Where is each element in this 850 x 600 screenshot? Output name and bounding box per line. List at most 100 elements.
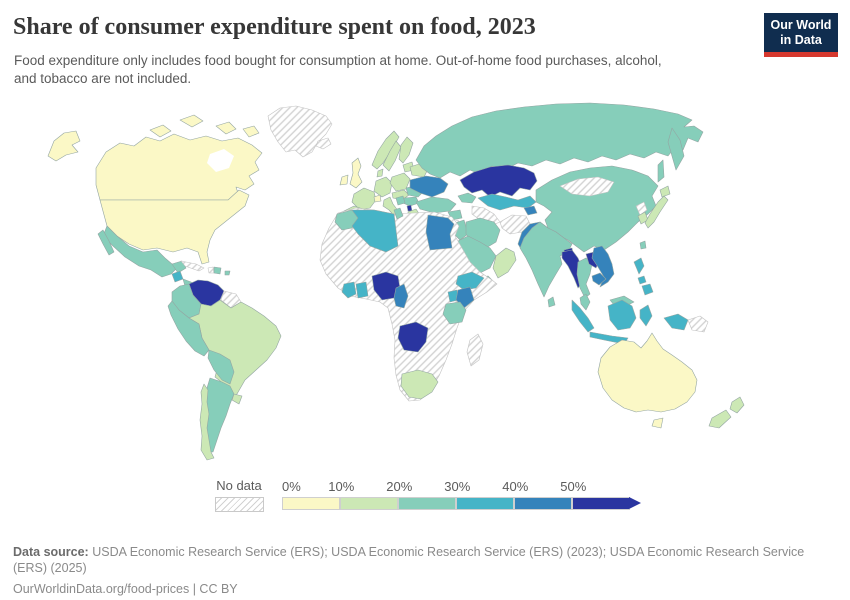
country-tajikistan[interactable] xyxy=(523,205,538,216)
country-indonesia-papua[interactable] xyxy=(663,313,689,331)
country-austria-hungary[interactable] xyxy=(391,189,410,201)
owid-logo-line2: in Data xyxy=(780,33,822,47)
legend-tick-50: 50% xyxy=(560,479,587,494)
country-norway[interactable] xyxy=(371,130,400,170)
country-russia-sakhalin[interactable] xyxy=(657,159,665,183)
legend-no-data-swatch[interactable] xyxy=(215,497,264,512)
country-philippines-visayas[interactable] xyxy=(637,275,647,285)
country-india[interactable] xyxy=(519,221,573,298)
country-indonesia-sulawesi[interactable] xyxy=(639,304,653,327)
owid-logo[interactable]: Our World in Data xyxy=(764,13,838,57)
country-algeria[interactable] xyxy=(351,209,399,253)
country-new-zealand-north[interactable] xyxy=(729,396,745,414)
country-egypt[interactable] xyxy=(425,214,455,251)
country-australia-tasmania[interactable] xyxy=(651,417,664,429)
country-cote-divoire[interactable] xyxy=(341,281,357,299)
legend-segment[interactable] xyxy=(340,497,398,510)
country-france[interactable] xyxy=(351,187,377,211)
country-balkans-west[interactable] xyxy=(395,195,406,206)
country-north-korea[interactable] xyxy=(635,201,648,216)
country-iceland[interactable] xyxy=(315,137,332,150)
country-denmark[interactable] xyxy=(376,168,384,178)
world-map xyxy=(47,102,745,461)
country-mongolia[interactable] xyxy=(559,176,615,197)
country-oman-uae[interactable] xyxy=(492,247,517,279)
region-africa-nodata[interactable] xyxy=(319,207,498,402)
country-papua-new-guinea[interactable] xyxy=(687,315,709,333)
country-canada[interactable] xyxy=(95,133,263,201)
country-puerto-rico[interactable] xyxy=(224,270,231,276)
country-sri-lanka[interactable] xyxy=(547,296,556,308)
country-finland[interactable] xyxy=(398,136,414,164)
country-malaysia[interactable] xyxy=(579,293,591,311)
legend-tick-40: 40% xyxy=(502,479,529,494)
country-cameroon[interactable] xyxy=(393,283,409,309)
legend-segment[interactable] xyxy=(398,497,456,510)
country-philippines-luzon[interactable] xyxy=(633,257,645,275)
country-peru[interactable] xyxy=(167,300,210,357)
country-indonesia-sumatra[interactable] xyxy=(571,299,595,333)
country-united-kingdom[interactable] xyxy=(349,157,363,189)
country-germany[interactable] xyxy=(373,176,393,198)
country-caucasus[interactable] xyxy=(457,192,477,204)
country-canada-island[interactable] xyxy=(179,114,204,128)
country-ukraine[interactable] xyxy=(409,175,449,198)
country-vietnam[interactable] xyxy=(591,245,615,288)
hudson-bay xyxy=(207,149,234,172)
country-ethiopia[interactable] xyxy=(455,271,485,291)
country-switzerland[interactable] xyxy=(373,194,382,203)
country-tanzania[interactable] xyxy=(442,301,467,325)
legend-segment[interactable] xyxy=(456,497,514,510)
country-australia[interactable] xyxy=(597,332,698,413)
country-united-states[interactable] xyxy=(99,189,250,265)
country-cuba[interactable] xyxy=(180,260,205,272)
country-dominican-republic[interactable] xyxy=(213,266,222,275)
country-canada-island[interactable] xyxy=(215,121,237,135)
country-russia-kamchatka[interactable] xyxy=(667,127,685,171)
subtitle-line-2: and tobacco are not included. xyxy=(14,71,192,86)
country-mexico-yucatan[interactable] xyxy=(171,260,187,274)
data-source-note: Data source: USDA Economic Research Serv… xyxy=(13,544,837,577)
country-chile[interactable] xyxy=(199,383,215,461)
country-new-zealand-south[interactable] xyxy=(708,409,732,429)
legend-segment[interactable] xyxy=(282,497,340,510)
country-taiwan[interactable] xyxy=(639,240,647,250)
country-tunisia[interactable] xyxy=(393,207,404,220)
legend-segment[interactable] xyxy=(572,497,630,510)
data-source-text: USDA Economic Research Service (ERS); US… xyxy=(13,544,805,576)
country-haiti[interactable] xyxy=(207,266,215,274)
country-canada-island[interactable] xyxy=(242,125,260,138)
country-turkey[interactable] xyxy=(415,196,457,214)
country-cambodia[interactable] xyxy=(591,272,607,286)
legend-tick-0: 0% xyxy=(282,479,301,494)
legend-tick-20: 20% xyxy=(386,479,413,494)
page-title: Share of consumer expenditure spent on f… xyxy=(13,14,536,40)
license-link[interactable]: OurWorldinData.org/food-prices | CC BY xyxy=(13,581,238,596)
country-greenland[interactable] xyxy=(267,105,333,158)
country-united-states-alaska[interactable] xyxy=(47,130,81,162)
country-guatemala[interactable] xyxy=(171,270,184,283)
legend-segment[interactable] xyxy=(514,497,572,510)
country-ireland[interactable] xyxy=(339,174,349,186)
country-madagascar[interactable] xyxy=(466,333,484,367)
legend-tick-30: 30% xyxy=(444,479,471,494)
owid-logo-line1: Our World xyxy=(770,18,832,32)
country-canada-island[interactable] xyxy=(149,124,172,138)
country-japan-hokkaido[interactable] xyxy=(659,185,671,198)
country-south-africa[interactable] xyxy=(400,369,439,400)
country-mexico-baja[interactable] xyxy=(97,229,115,256)
country-philippines-mindanao[interactable] xyxy=(641,283,654,296)
country-uruguay[interactable] xyxy=(231,393,243,405)
country-albania[interactable] xyxy=(406,204,413,212)
legend-color-bar xyxy=(282,497,641,512)
country-japan[interactable] xyxy=(644,195,669,229)
country-bolivia-paraguay[interactable] xyxy=(207,349,235,385)
country-indonesia-kalimantan[interactable] xyxy=(607,299,637,331)
data-source-label: Data source: xyxy=(13,544,89,559)
legend-no-data-label: No data xyxy=(216,478,262,493)
country-ghana[interactable] xyxy=(355,281,369,299)
country-kazakhstan[interactable] xyxy=(459,164,538,198)
country-angola[interactable] xyxy=(397,321,429,353)
country-mexico[interactable] xyxy=(102,225,178,278)
